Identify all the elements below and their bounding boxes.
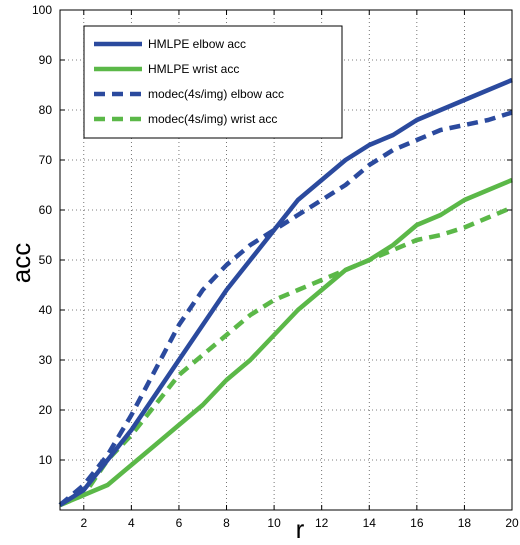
legend-label: modec(4s/img) elbow acc — [148, 87, 284, 101]
series-line-1 — [58, 77, 513, 507]
x-tick-label: 4 — [128, 516, 135, 530]
legend-label: modec(4s/img) wrist acc — [148, 112, 277, 126]
y-tick-label: 30 — [39, 353, 53, 367]
legend: HMLPE elbow acc HMLPE wrist acc modec(4s/i… — [83, 25, 343, 139]
y-tick-label: 40 — [39, 303, 53, 317]
x-tick-label: 12 — [315, 516, 329, 530]
y-tick-label: 100 — [32, 3, 52, 17]
x-tick-label: 10 — [267, 516, 281, 530]
x-tick-label: 18 — [458, 516, 472, 530]
x-tick-label: 8 — [223, 516, 230, 530]
x-tick-label: 6 — [176, 516, 183, 530]
y-axis-ticks: 10 20 30 40 50 60 70 80 90 100 — [32, 3, 512, 467]
y-tick-label: 20 — [39, 403, 53, 417]
legend-label: HMLPE wrist acc — [148, 62, 239, 76]
series-line-4 — [59, 205, 513, 508]
y-tick-label: 70 — [39, 153, 53, 167]
y-tick-label: 80 — [39, 103, 53, 117]
x-axis-title: r — [296, 514, 305, 544]
series-line-2 — [59, 177, 513, 508]
x-tick-label: 14 — [363, 516, 377, 530]
x-axis-ticks: 2 4 6 8 10 12 14 16 18 20 — [80, 10, 519, 530]
y-tick-label: 50 — [39, 253, 53, 267]
x-tick-label: 2 — [80, 516, 87, 530]
series-lines — [58, 77, 513, 508]
y-tick-label: 10 — [39, 453, 53, 467]
x-tick-label: 16 — [410, 516, 424, 530]
legend-label: HMLPE elbow acc — [148, 37, 246, 51]
y-axis-title: acc — [6, 243, 36, 283]
y-tick-label: 90 — [39, 53, 53, 67]
y-tick-label: 60 — [39, 203, 53, 217]
series-line-3 — [58, 110, 513, 507]
x-tick-label: 20 — [505, 516, 519, 530]
